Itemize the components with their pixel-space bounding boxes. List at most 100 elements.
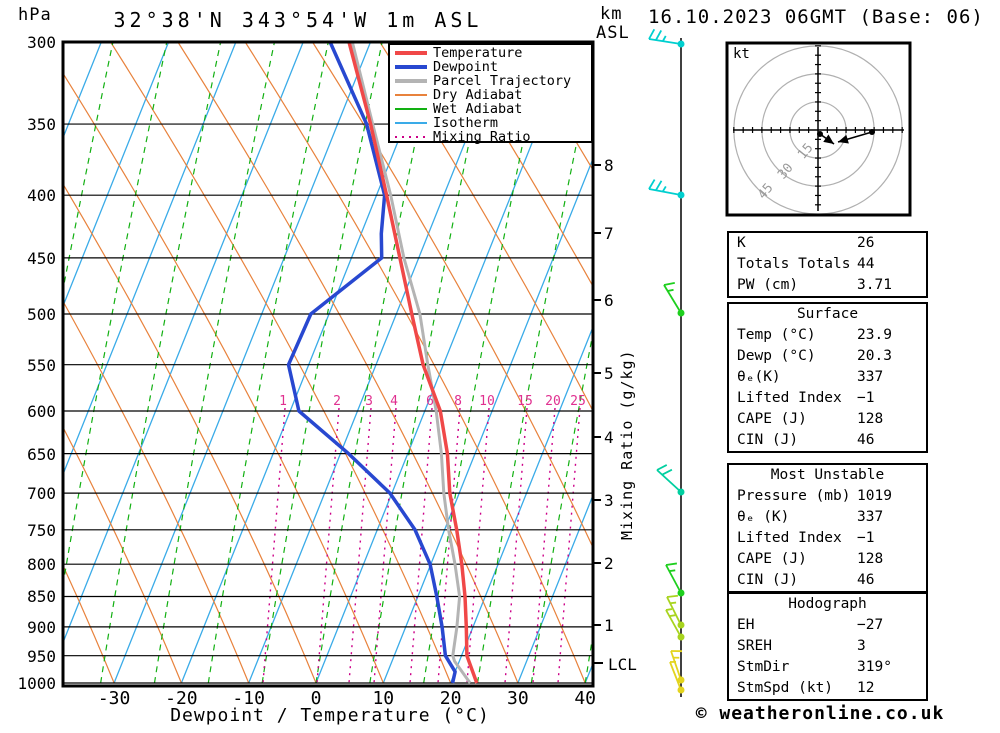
- legend-swatch: [395, 65, 427, 69]
- mixing-ratio-value-label: 20: [545, 394, 561, 409]
- mixing-ratio-line: [316, 407, 340, 684]
- pressure-tick-label: 600: [27, 402, 56, 422]
- legend-swatch: [395, 136, 427, 138]
- temperature-tick-label: 30: [507, 688, 529, 709]
- legend-swatch: [395, 51, 427, 55]
- pressure-tick-label: 950: [27, 646, 56, 666]
- mixing-ratio-value-label: 3: [365, 394, 373, 409]
- table-row: K 26: [729, 233, 926, 254]
- mixing-ratio-axis-label: Mixing Ratio (g/kg): [618, 349, 636, 540]
- table-row-value: 3.71: [857, 277, 892, 293]
- legend-item: Dewpoint: [390, 60, 591, 74]
- table-row: StmDir 319°: [729, 657, 926, 678]
- isotherm-line: [63, 42, 170, 308]
- plot-border: [61, 40, 595, 688]
- temperature-tick-label: -10: [232, 688, 265, 709]
- indices-table: Most Unstable Pressure (mb) 1019 θₑ (K) 337 L…: [727, 463, 928, 593]
- table-row: θₑ(K) 337: [729, 367, 926, 388]
- table-row-label: StmDir: [737, 659, 790, 675]
- dry-adiabat-line: [63, 182, 317, 684]
- altitude-unit-sub-label: ASL: [596, 23, 630, 43]
- table-row: PW (cm) 3.71: [729, 275, 926, 296]
- page-title: 32°38'N 343°54'W 1m ASL: [113, 8, 483, 32]
- km-tick-label: 7: [604, 224, 614, 243]
- table-row: EH −27: [729, 615, 926, 636]
- wet-adiabat-line: [584, 631, 593, 684]
- isotherm-line: [449, 325, 593, 684]
- dry-adiabat-line: [110, 42, 452, 684]
- lcl-label: LCL: [608, 655, 637, 674]
- pressure-tick-label: 650: [27, 444, 56, 464]
- table-row: Dewp (°C) 20.3: [729, 346, 926, 367]
- table-row-label: Temp (°C): [737, 327, 816, 343]
- table-row-value: 319°: [857, 659, 892, 675]
- km-tick-label: 5: [604, 364, 614, 383]
- dry-adiabat-line: [244, 42, 586, 684]
- table-row: Lifted Index −1: [729, 388, 926, 409]
- legend-swatch: [395, 108, 427, 110]
- plot-area: 1 2 3 4 6 8 10 15 20 25: [63, 42, 593, 684]
- hodograph-dot: [869, 129, 875, 135]
- temperature-tick-label: 20: [439, 688, 462, 709]
- km-tick-label: 8: [604, 156, 614, 175]
- pressure-tick-label: 300: [27, 33, 56, 52]
- table-row-label: θₑ(K): [737, 369, 781, 385]
- mixing-ratio-value-label: 4: [390, 394, 398, 409]
- table-row-label: PW (cm): [737, 277, 799, 293]
- wind-level-dot: [677, 686, 685, 694]
- temperature-curve: [347, 42, 479, 684]
- mixing-ratio-value-label: 8: [454, 394, 462, 409]
- table-row-label: CAPE (J): [737, 551, 807, 567]
- mixing-ratio-line: [262, 407, 286, 684]
- mixing-ratio-line: [373, 407, 397, 684]
- legend-item: Parcel Trajectory: [390, 74, 591, 88]
- table-row-label: CIN (J): [737, 572, 799, 588]
- legend-label: Dewpoint: [433, 59, 499, 75]
- wind-level-dot: [677, 589, 685, 597]
- dry-adiabat-line: [63, 300, 250, 684]
- wet-adiabat-line: [63, 42, 114, 293]
- wind-level-dot: [677, 488, 685, 496]
- wind-level-dot: [677, 191, 685, 199]
- pressure-tick-label: 850: [27, 587, 56, 607]
- mixing-ratio-value-label: 25: [570, 394, 586, 409]
- wet-adiabat-line: [153, 42, 276, 684]
- table-row-value: −1: [857, 530, 875, 546]
- legend-swatch: [395, 94, 427, 96]
- table-row-value: 12: [857, 680, 875, 696]
- table-row: CAPE (J) 128: [729, 549, 926, 570]
- wind-level-dot: [677, 40, 685, 48]
- table-row-value: 46: [857, 572, 875, 588]
- isotherm-line: [248, 42, 506, 684]
- table-row-value: 3: [857, 638, 866, 654]
- hodograph-arrowhead: [823, 134, 834, 144]
- table-row-label: EH: [737, 617, 755, 633]
- table-row-value: 46: [857, 432, 875, 448]
- table-row: Totals Totals 44: [729, 254, 926, 275]
- mixing-ratio-line: [348, 407, 372, 684]
- table-row-label: CAPE (J): [737, 411, 807, 427]
- legend-item: Temperature: [390, 46, 591, 60]
- table-row: CAPE (J) 128: [729, 409, 926, 430]
- dewpoint-curve: [286, 42, 457, 684]
- table-row-label: SREH: [737, 638, 772, 654]
- table-row-label: CIN (J): [737, 432, 799, 448]
- table-row: Pressure (mb) 1019: [729, 486, 926, 507]
- temperature-tick-label: 40: [574, 688, 597, 709]
- wind-barb: [669, 660, 685, 694]
- legend-swatch: [395, 122, 427, 124]
- wet-adiabat-line: [261, 42, 383, 684]
- mixing-ratio-value-label: 6: [426, 394, 434, 409]
- km-tick-label: 2: [604, 554, 614, 573]
- mixing-ratio-value-label: 15: [517, 394, 533, 409]
- isotherm-line: [63, 42, 237, 477]
- temperature-tick-label: 10: [372, 688, 395, 709]
- table-row: Lifted Index −1: [729, 528, 926, 549]
- table-row-label: Lifted Index: [737, 530, 842, 546]
- table-row-value: 44: [857, 256, 875, 272]
- pressure-tick-label: 550: [27, 355, 56, 375]
- wind-level-dot: [677, 633, 685, 641]
- isotherm-line: [382, 156, 593, 684]
- legend-label: Isotherm: [433, 115, 499, 131]
- wind-barb: [665, 562, 685, 597]
